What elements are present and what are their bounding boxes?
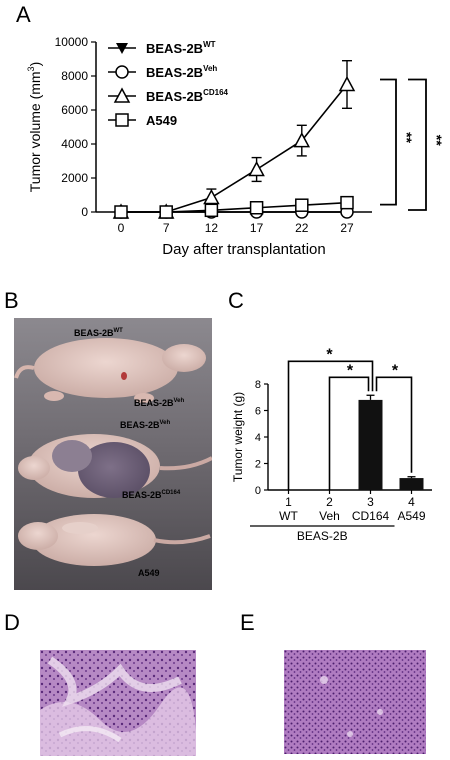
y-tick-label: 0 <box>255 485 261 497</box>
category-name: A549 <box>397 509 425 523</box>
legend-name: A549 <box>146 113 177 128</box>
significance-bracket <box>375 376 413 473</box>
y-tick-label: 6000 <box>61 103 88 117</box>
group-label: BEAS-2B <box>297 529 348 543</box>
y-axis-label-text: Tumor volume (mm <box>27 71 43 192</box>
panel-letter-c: C <box>228 288 244 313</box>
legend-marker <box>115 65 129 79</box>
y-tick-label: 2 <box>255 459 261 471</box>
mouse-a549 <box>18 514 211 566</box>
x-tick-label: 7 <box>163 221 170 235</box>
panel-letter-d: D <box>4 610 20 635</box>
y-tick-label: 4 <box>255 432 261 444</box>
category-number: 4 <box>408 495 415 509</box>
data-point <box>248 160 265 177</box>
data-point <box>249 201 264 215</box>
panel-letter-b: B <box>4 288 19 313</box>
significance-label: ** <box>429 135 445 146</box>
bar <box>399 478 424 490</box>
significance-label: * <box>347 362 354 379</box>
x-axis-label: Day after transplantation <box>162 241 325 258</box>
legend-name: BEAS-2B <box>146 41 203 56</box>
legend-sup: Veh <box>203 64 217 73</box>
data-point <box>295 198 309 212</box>
legend-marker <box>113 87 131 103</box>
series-3 <box>112 60 356 219</box>
x-tick-label: 12 <box>205 221 219 235</box>
mouse-cd164 <box>18 434 212 498</box>
category-number: 3 <box>367 495 374 509</box>
legend-entry-4: A549 <box>146 113 177 128</box>
category-name: CD164 <box>352 509 390 523</box>
x-tick-label: 0 <box>118 221 125 235</box>
legend-entry-3: BEAS-2BCD164 <box>146 88 229 104</box>
data-point <box>338 75 356 92</box>
data-point <box>204 203 219 218</box>
photo-label-wt: BEAS-2BWT <box>74 328 123 338</box>
data-point <box>159 205 173 219</box>
y-tick-label: 0 <box>81 205 88 219</box>
y-axis-label-close: ) <box>27 62 43 67</box>
legend-sup: WT <box>203 40 216 49</box>
y-tick-label: 8 <box>255 379 261 391</box>
photo-label-veh-bottom: BEAS-2BVeh <box>120 420 171 430</box>
x-tick-label: 27 <box>340 221 354 235</box>
y-tick-label: 8000 <box>61 69 88 83</box>
photo-label-a549: A549 <box>138 568 160 578</box>
mouse-illustration <box>14 318 212 590</box>
legend-entry-1: BEAS-2BWT <box>146 40 216 56</box>
y-tick-label: 6 <box>255 406 261 418</box>
significance-bracket <box>328 376 370 490</box>
category-name: Veh <box>319 509 340 523</box>
legend-name: BEAS-2B <box>146 89 203 104</box>
panel-letter-a: A <box>16 2 31 27</box>
y-axis-label: Tumor volume (mm3) <box>26 62 43 193</box>
significance-label: ** <box>399 132 415 143</box>
y-tick-label: 4000 <box>61 137 88 151</box>
photo-label-veh-top: BEAS-2BVeh <box>134 398 185 408</box>
histology-image-e <box>284 650 426 754</box>
legend-entry-2: BEAS-2BVeh <box>146 64 217 80</box>
legend-name: BEAS-2B <box>146 65 203 80</box>
legend-sup: CD164 <box>203 88 228 97</box>
y-axis-label: Tumor weight (g) <box>231 392 245 482</box>
tumor-volume-chart: 0 2000 4000 6000 8000 10000 0 7 12 17 22 27 Day afte… <box>26 35 445 258</box>
series-4 <box>114 195 354 219</box>
y-tick-label: 2000 <box>61 171 88 185</box>
legend-marker <box>116 43 128 54</box>
series-line <box>121 201 348 213</box>
photo-label-cd164: BEAS-2BCD164 <box>122 490 181 500</box>
histology-image-d <box>40 650 196 756</box>
category-number: 2 <box>326 495 333 509</box>
mouse-photo: BEAS-2BWT BEAS-2BVeh BEAS-2BVeh BEAS-2BC… <box>14 318 212 590</box>
mouse-wt <box>14 338 206 403</box>
x-tick-label: 17 <box>250 221 264 235</box>
bar <box>358 399 383 490</box>
significance-bracket <box>287 360 374 490</box>
significance-label: * <box>392 362 399 379</box>
y-tick-label: 10000 <box>55 35 89 49</box>
data-point <box>114 205 128 219</box>
data-point <box>340 195 354 210</box>
legend-marker <box>115 113 129 127</box>
data-point <box>293 132 311 148</box>
significance-bracket <box>408 78 427 211</box>
x-tick-label: 22 <box>295 221 309 235</box>
panel-letter-e: E <box>240 610 255 635</box>
y-axis-label-sup: 3 <box>26 66 36 71</box>
significance-label: * <box>326 346 333 363</box>
data-point <box>203 188 220 205</box>
significance-bracket <box>380 78 397 206</box>
category-name: WT <box>279 509 298 523</box>
category-number: 1 <box>285 495 292 509</box>
